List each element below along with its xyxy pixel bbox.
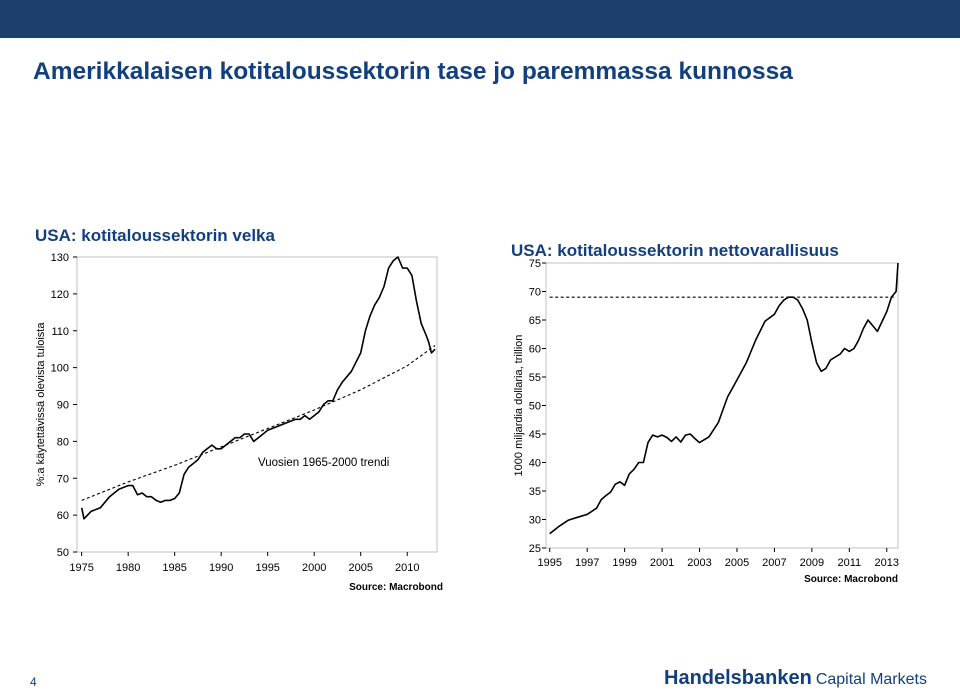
y-tick-label: 50 (57, 547, 69, 559)
data-line (549, 262, 899, 535)
y-tick-label: 70 (529, 287, 541, 299)
x-tick-label: 2001 (650, 557, 674, 569)
x-tick-label: 2000 (302, 562, 326, 574)
y-tick-label: 55 (529, 372, 541, 384)
logo-brand: Handelsbanken (664, 667, 812, 689)
x-tick-label: 1975 (69, 562, 93, 574)
x-tick-label: 2013 (875, 557, 899, 569)
y-tick-label: 40 (529, 458, 541, 470)
handelsbanken-logo: Handelsbanken Capital Markets (664, 667, 927, 690)
y-tick-label: 65 (529, 315, 541, 327)
page-number: 4 (30, 675, 37, 689)
y-tick-label: 75 (529, 258, 541, 270)
x-tick-label: 1999 (612, 557, 636, 569)
y-tick-label: 60 (529, 344, 541, 356)
y-tick-label: 50 (529, 401, 541, 413)
y-tick-label: 70 (57, 473, 69, 485)
y-tick-label: 30 (529, 515, 541, 527)
y-axis-label: %:a käytettävissä olevista tuloista (35, 322, 47, 487)
x-tick-label: 2009 (800, 557, 824, 569)
y-tick-label: 130 (51, 252, 69, 264)
x-tick-label: 2007 (762, 557, 786, 569)
y-axis-label: 1000 miljardia dollaria, trillion (513, 335, 525, 477)
net-worth-chart: 25 30 35 40 45 50 55 60 65 70 75 1995 1997 1999 2001 20… (513, 258, 899, 585)
slide-title: Amerikkalaisen kotitaloussektorin tase j… (33, 58, 793, 85)
x-tick-label: 1997 (575, 557, 599, 569)
x-tick-label: 2005 (725, 557, 749, 569)
y-tick-label: 120 (51, 289, 69, 301)
x-tick-label: 1995 (538, 557, 562, 569)
top-banner (0, 0, 960, 38)
y-tick-label: 60 (57, 510, 69, 522)
chart-title-debt: USA: kotitaloussektorin velka (35, 226, 275, 245)
x-tick-label: 1985 (162, 562, 186, 574)
x-tick-label: 1995 (255, 562, 279, 574)
source-label: Source: Macrobond (349, 582, 443, 593)
trend-line (81, 345, 436, 501)
x-tick-label: 1990 (209, 562, 233, 574)
y-tick-label: 100 (51, 363, 69, 375)
data-line (80, 256, 436, 520)
x-tick-label: 2011 (837, 557, 861, 569)
x-tick-label: 1980 (116, 562, 140, 574)
y-tick-label: 90 (57, 400, 69, 412)
y-tick-label: 35 (529, 486, 541, 498)
debt-chart: 50 60 70 80 90 100 110 120 130 1975 1980 1985 1990 19… (35, 252, 443, 593)
x-tick-label: 2010 (395, 562, 419, 574)
y-tick-label: 45 (529, 429, 541, 441)
chart-title-net-worth: USA: kotitaloussektorin nettovarallisuus (511, 241, 839, 260)
trend-annotation: Vuosien 1965-2000 trendi (258, 457, 389, 469)
logo-sub: Capital Markets (815, 671, 927, 688)
y-tick-label: 80 (57, 436, 69, 448)
y-tick-label: 110 (51, 326, 69, 338)
x-tick-label: 2005 (348, 562, 372, 574)
y-tick-label: 25 (529, 543, 541, 555)
x-tick-label: 2003 (687, 557, 711, 569)
source-label: Source: Macrobond (804, 574, 898, 585)
